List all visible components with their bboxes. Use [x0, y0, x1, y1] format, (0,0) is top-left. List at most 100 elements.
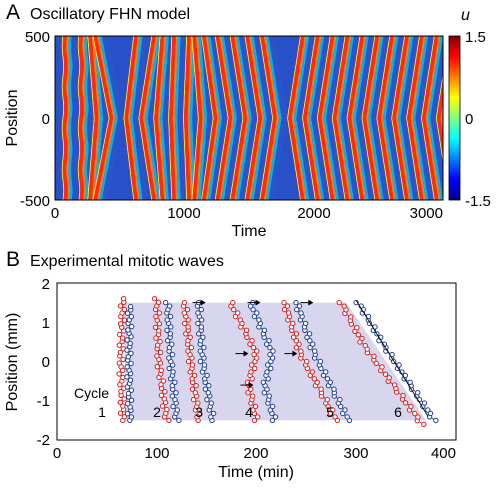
wave-2-blue-point	[173, 390, 179, 396]
wave-1-red-point	[120, 403, 126, 409]
wave-1-blue-point	[129, 323, 135, 330]
wave-1-red-point	[117, 303, 124, 309]
wave-20-band-5	[355, 36, 375, 200]
wave-3-red-point	[189, 386, 196, 392]
wave-2-blue-point	[167, 313, 174, 320]
wave-9-band-4	[189, 36, 196, 200]
wave-5-blue-point	[344, 414, 350, 420]
wave-4-blue-point	[264, 369, 270, 375]
wave-26-band-3	[440, 101, 443, 135]
wave-3-red-point	[185, 324, 191, 330]
wave-4-blue-point	[270, 348, 276, 354]
wave-2-red-point	[157, 349, 164, 356]
wave-3-blue-point	[208, 400, 215, 406]
wave-2-blue-point	[167, 303, 173, 309]
colorbar-tick-middle: 0	[465, 111, 473, 128]
wave-2-red-point	[155, 342, 161, 348]
wave-14-band-5	[253, 36, 273, 200]
wave-5-blue-point	[304, 334, 310, 340]
wave-1-band-4	[68, 36, 73, 200]
wave-1-blue-point	[128, 387, 135, 393]
wave-4-red-point	[235, 310, 241, 316]
wave-9-band-2	[183, 36, 191, 200]
wave-1-red-point	[121, 396, 127, 402]
wave-6-red-point	[412, 410, 418, 417]
wave-6-blue-point	[433, 417, 439, 424]
x-tick-label-300min: 300	[343, 445, 368, 462]
wave-3-red-point	[195, 400, 201, 406]
wave-2-blue-point	[164, 338, 171, 344]
wave-22-band-5	[385, 36, 405, 200]
wave-4-blue-point	[272, 414, 279, 420]
wave-14-band-2	[245, 36, 262, 200]
wave-4-blue-point	[267, 351, 273, 358]
wave-4-blue-point	[250, 306, 256, 313]
wave-4-band-5	[101, 36, 124, 200]
wave-7-band-4	[160, 36, 170, 200]
wave-6-red-point	[408, 403, 414, 410]
wave-1-blue-point	[128, 360, 134, 367]
wave-1-blue-point	[124, 347, 130, 353]
panel-a-y-ticks: 500 0 -500	[20, 29, 50, 210]
x-tick-label-400min: 400	[431, 445, 456, 462]
wave-2-blue-point	[167, 331, 174, 337]
wave-1-band-5	[71, 36, 79, 200]
wave-5-red-point	[309, 369, 315, 375]
wave-4-red-point	[252, 403, 259, 410]
wave-2-red-point	[157, 338, 163, 345]
cycle-number-1: 1	[98, 404, 106, 420]
colorbar-gradient	[448, 35, 461, 201]
wave-4-red-point	[252, 365, 258, 372]
wave-3-blue-point	[206, 383, 212, 389]
arrow-head-3	[308, 299, 314, 306]
wave-8-band-1	[168, 36, 173, 200]
wave-17-band-4	[308, 36, 325, 200]
wave-2-blue-point	[169, 393, 176, 399]
wave-8-band-2	[169, 36, 176, 200]
wave-1-blue-point	[128, 397, 135, 403]
wave-5-blue-point	[331, 386, 337, 392]
wave-4-red-point	[249, 338, 255, 344]
colorbar-tick-bottom: -1.5	[465, 193, 491, 210]
wave-2-band-4	[84, 36, 89, 200]
wave-1-band-3	[66, 36, 70, 200]
wave-5-red-point	[281, 306, 288, 313]
wave-5-blue-point	[323, 369, 329, 375]
wave-13-band-5	[238, 36, 258, 200]
panel-b-label: B	[6, 248, 20, 271]
wave-1-blue-point	[124, 400, 131, 407]
wave-17-band-2	[302, 36, 320, 200]
wave-2-red-point	[160, 378, 167, 384]
wave-4-blue-point	[265, 362, 271, 368]
wave-2-red-point	[158, 392, 165, 398]
wave-6-red-point	[355, 332, 361, 338]
wave-17-band-5	[311, 36, 330, 200]
wave-3-red-point	[194, 414, 200, 420]
wave-4-red-point	[254, 355, 260, 361]
wave-5-band-4	[130, 36, 143, 200]
wave-1-band-2	[62, 36, 68, 200]
wave-4-red-point	[251, 417, 258, 424]
wave-4-red-point	[237, 317, 244, 323]
wave-12-band-5	[224, 36, 243, 200]
wave-6-red-point	[386, 375, 392, 381]
y-tick-label-neg1: -1	[37, 393, 50, 410]
x-tick-label-200min: 200	[243, 445, 268, 462]
wave-4-blue-point	[261, 327, 268, 333]
wave-1-blue-point	[127, 340, 133, 347]
wave-3-blue-point	[201, 344, 207, 351]
cycle-number-6: 6	[394, 404, 402, 420]
wave-4-blue-point	[269, 417, 276, 424]
wave-8-band-5	[177, 36, 187, 200]
wave-5-red-point	[314, 379, 320, 385]
wave-1-red-point	[120, 296, 127, 302]
wave-6-red-point	[341, 303, 347, 309]
wave-1-red-point	[116, 342, 123, 348]
wave-21-band-4	[368, 36, 384, 200]
wave-3-blue-point	[195, 320, 201, 327]
wave-2-red-point	[154, 364, 161, 370]
x-tick-label-2000: 2000	[297, 205, 330, 222]
wave-2-blue-point	[164, 317, 170, 323]
wave-3-red-point	[185, 348, 191, 354]
wave-6-red-point	[391, 382, 398, 388]
